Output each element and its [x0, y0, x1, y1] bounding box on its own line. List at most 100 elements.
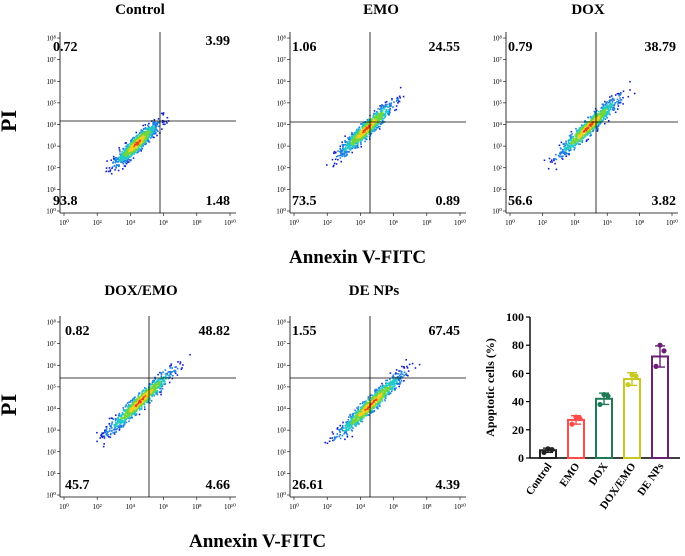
quadrant-ur-value: 3.99	[206, 34, 231, 49]
y-tick-label: 10⁵	[493, 99, 503, 107]
data-point	[605, 393, 611, 399]
x-tick-label: 10²	[323, 503, 332, 511]
y-tick-label: 10⁰	[276, 208, 286, 216]
y-tick-label: 10⁰	[492, 208, 502, 216]
bar-category-label: Control	[524, 461, 555, 498]
data-point	[629, 372, 635, 378]
panel-title-dox: DOX	[571, 2, 605, 18]
y-tick-label: 10⁴	[47, 121, 57, 129]
x-tick-label: 10⁰	[289, 503, 299, 511]
panel-title-dox-emo: DOX/EMO	[104, 283, 178, 299]
y-tick-label: 10⁷	[47, 340, 57, 348]
y-tick-label: 10⁸	[493, 35, 503, 43]
x-tick-label: 10⁰	[59, 219, 69, 227]
annexin-axis-label-bottom: Annexin V-FITC	[189, 531, 327, 552]
quadrant-lr-value: 0.89	[436, 194, 461, 209]
event-cloud	[324, 359, 421, 444]
quadrant-ul-value: 0.72	[53, 40, 78, 55]
x-tick-label: 10¹⁰	[224, 503, 236, 511]
x-tick-label: 10⁴	[126, 219, 136, 227]
y-tick-label: 10⁴	[47, 405, 57, 413]
bar-y-tick-label: 80	[512, 338, 524, 352]
x-tick-label: 10⁸	[192, 219, 202, 227]
y-tick-label: 10⁰	[46, 492, 56, 500]
y-tick-label: 10²	[47, 164, 56, 172]
flow-plot-control: 10⁰ 10¹ 10² 10³ 10⁴ 10⁵ 10⁶ 10⁷ 10⁸ 10⁰ 10² 10⁴ 10⁶ 1…	[46, 32, 236, 227]
annexin-axis-label-top: Annexin V-FITC	[289, 247, 427, 268]
y-tick-label: 10⁸	[47, 35, 57, 43]
y-tick-label: 10³	[277, 143, 286, 151]
x-tick-label: 10⁸	[422, 503, 432, 511]
y-tick-label: 10⁷	[277, 56, 287, 64]
y-tick-label: 10²	[277, 164, 286, 172]
x-tick-label: 10⁸	[422, 219, 432, 227]
x-tick-label: 10²	[93, 503, 102, 511]
panel-title-de-nps: DE NPs	[348, 283, 400, 299]
y-tick-label: 10⁴	[493, 121, 503, 129]
x-tick-label: 10⁰	[289, 219, 299, 227]
y-tick-label: 10⁷	[47, 56, 57, 64]
data-point	[597, 401, 603, 408]
y-tick-label: 10⁷	[277, 340, 287, 348]
y-tick-label: 10⁶	[277, 362, 287, 370]
x-tick-label: 10¹⁰	[666, 219, 678, 227]
apoptosis-bar-chart: 0 20 40 60 80 100 Apoptotic cells (%) Control EM…	[483, 310, 680, 512]
quadrant-ur-value: 38.79	[645, 40, 677, 55]
y-tick-label: 10¹	[277, 470, 286, 478]
data-point	[601, 391, 607, 398]
y-tick-label: 10⁵	[277, 383, 287, 391]
quadrant-ul-value: 1.06	[292, 40, 317, 55]
y-tick-label: 10⁵	[277, 99, 287, 107]
bar-y-axis-title: Apoptotic cells (%)	[483, 338, 497, 437]
event-cloud	[543, 80, 636, 171]
y-tick-label: 10⁷	[493, 56, 503, 64]
flow-plot-dox: 10⁰ 10¹ 10² 10³ 10⁴ 10⁵ 10⁶ 10⁷ 10⁸ 10⁰ 10² 10⁴ 10⁶ 1…	[492, 32, 678, 227]
bar-de-nps	[651, 355, 669, 459]
bar-y-tick-label: 60	[512, 366, 524, 380]
data-point	[541, 449, 547, 455]
x-tick-label: 10⁶	[159, 503, 169, 511]
bar-y-tick-label: 40	[512, 395, 524, 409]
y-tick-label: 10¹	[47, 186, 56, 194]
bar-y-tick-label: 0	[518, 451, 524, 465]
quadrant-lr-value: 4.66	[206, 478, 231, 493]
x-tick-label: 10⁰	[505, 219, 515, 227]
x-tick-label: 10⁸	[192, 503, 202, 511]
pi-axis-label-bottom: PI	[0, 394, 21, 416]
quadrant-lr-value: 4.39	[436, 478, 461, 493]
y-tick-label: 10³	[47, 427, 56, 435]
y-tick-label: 10⁵	[47, 383, 57, 391]
pi-axis-label-top: PI	[0, 110, 21, 132]
x-tick-label: 10⁸	[635, 219, 645, 227]
x-tick-label: 10⁴	[356, 219, 366, 227]
data-point	[633, 373, 639, 379]
event-cloud	[96, 353, 191, 448]
quadrant-ul-value: 1.55	[292, 324, 317, 339]
x-tick-label: 10²	[93, 219, 102, 227]
data-point	[577, 415, 583, 422]
x-tick-label: 10⁰	[59, 503, 69, 511]
y-tick-label: 10⁵	[47, 99, 57, 107]
quadrant-ul-value: 0.82	[65, 324, 90, 339]
x-tick-label: 10⁶	[389, 503, 399, 511]
bar-category-label: DE NPs	[635, 460, 666, 498]
panel-title-emo: EMO	[363, 2, 399, 18]
y-tick-label: 10²	[277, 448, 286, 456]
x-tick-label: 10⁶	[159, 219, 169, 227]
y-tick-label: 10⁴	[277, 121, 287, 129]
y-tick-label: 10⁶	[47, 78, 57, 86]
event-cloud	[326, 86, 405, 168]
y-tick-label: 10¹	[277, 186, 286, 194]
y-tick-label: 10³	[47, 143, 56, 151]
data-point	[625, 382, 631, 388]
quadrant-ur-value: 24.55	[429, 40, 461, 55]
quadrant-ur-value: 67.45	[429, 324, 461, 339]
bar-category-label: DOX	[587, 461, 611, 488]
data-point	[653, 363, 659, 369]
y-tick-label: 10²	[493, 164, 502, 172]
quadrant-ll-value: 56.6	[508, 194, 533, 209]
y-tick-label: 10²	[47, 448, 56, 456]
bar-dox-emo	[623, 378, 641, 459]
y-tick-label: 10⁸	[277, 319, 287, 327]
x-tick-label: 10⁶	[389, 219, 399, 227]
